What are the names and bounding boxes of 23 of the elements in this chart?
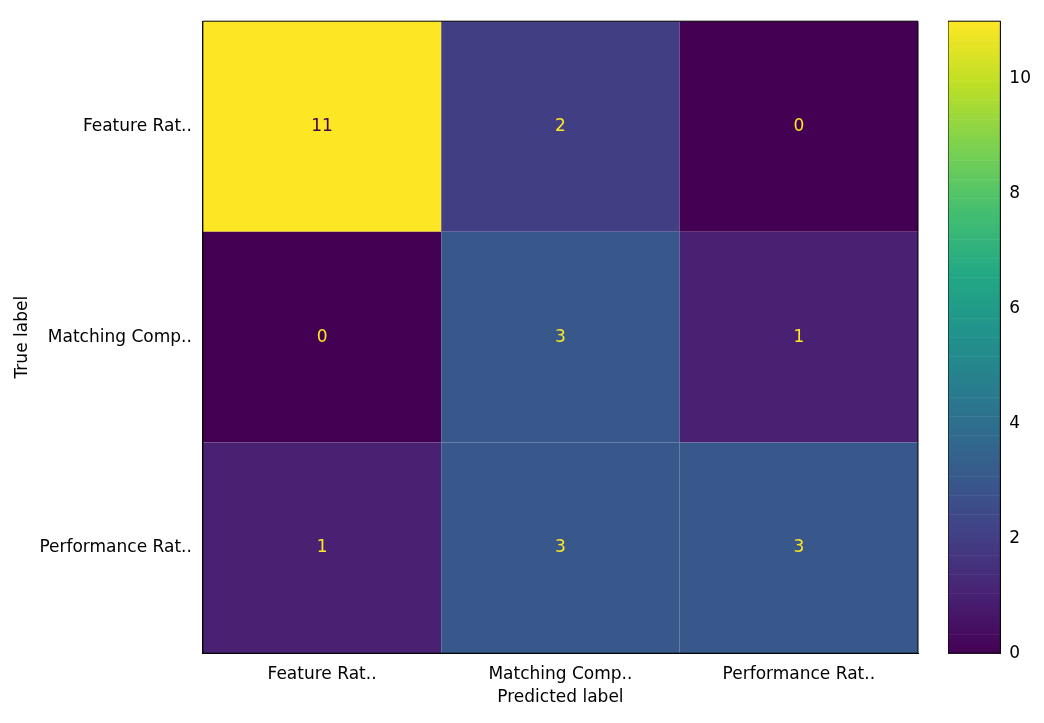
y-tick-label: Feature Rat.. bbox=[82, 114, 192, 135]
color-bar-label: 0 bbox=[1009, 641, 1021, 662]
x-tick-label: Matching Comp.. bbox=[488, 662, 633, 683]
color-bar-label: 8 bbox=[1009, 181, 1021, 202]
data-label: 3 bbox=[555, 325, 566, 346]
data-label: 1 bbox=[793, 325, 805, 346]
data-label: 3 bbox=[555, 536, 566, 557]
y-axis-title: True label bbox=[10, 295, 31, 380]
data-label: 1 bbox=[316, 536, 328, 557]
x-tick-label: Feature Rat.. bbox=[267, 662, 377, 683]
x-tick-label: Performance Rat.. bbox=[722, 662, 876, 683]
y-tick-label: Performance Rat.. bbox=[39, 536, 192, 557]
x-axis-title: Predicted label bbox=[497, 686, 624, 707]
color-bar-label: 10 bbox=[1009, 67, 1032, 88]
data-label: 0 bbox=[316, 325, 328, 346]
color-bar-label: 2 bbox=[1009, 526, 1021, 547]
color-bar-label: 6 bbox=[1009, 296, 1021, 317]
data-label: 0 bbox=[793, 114, 805, 135]
data-label: 11 bbox=[311, 114, 333, 135]
y-tick-label: Matching Comp.. bbox=[47, 325, 192, 346]
color-bar-label: 4 bbox=[1009, 411, 1021, 432]
data-label: 3 bbox=[793, 536, 805, 557]
data-label: 2 bbox=[555, 114, 566, 135]
